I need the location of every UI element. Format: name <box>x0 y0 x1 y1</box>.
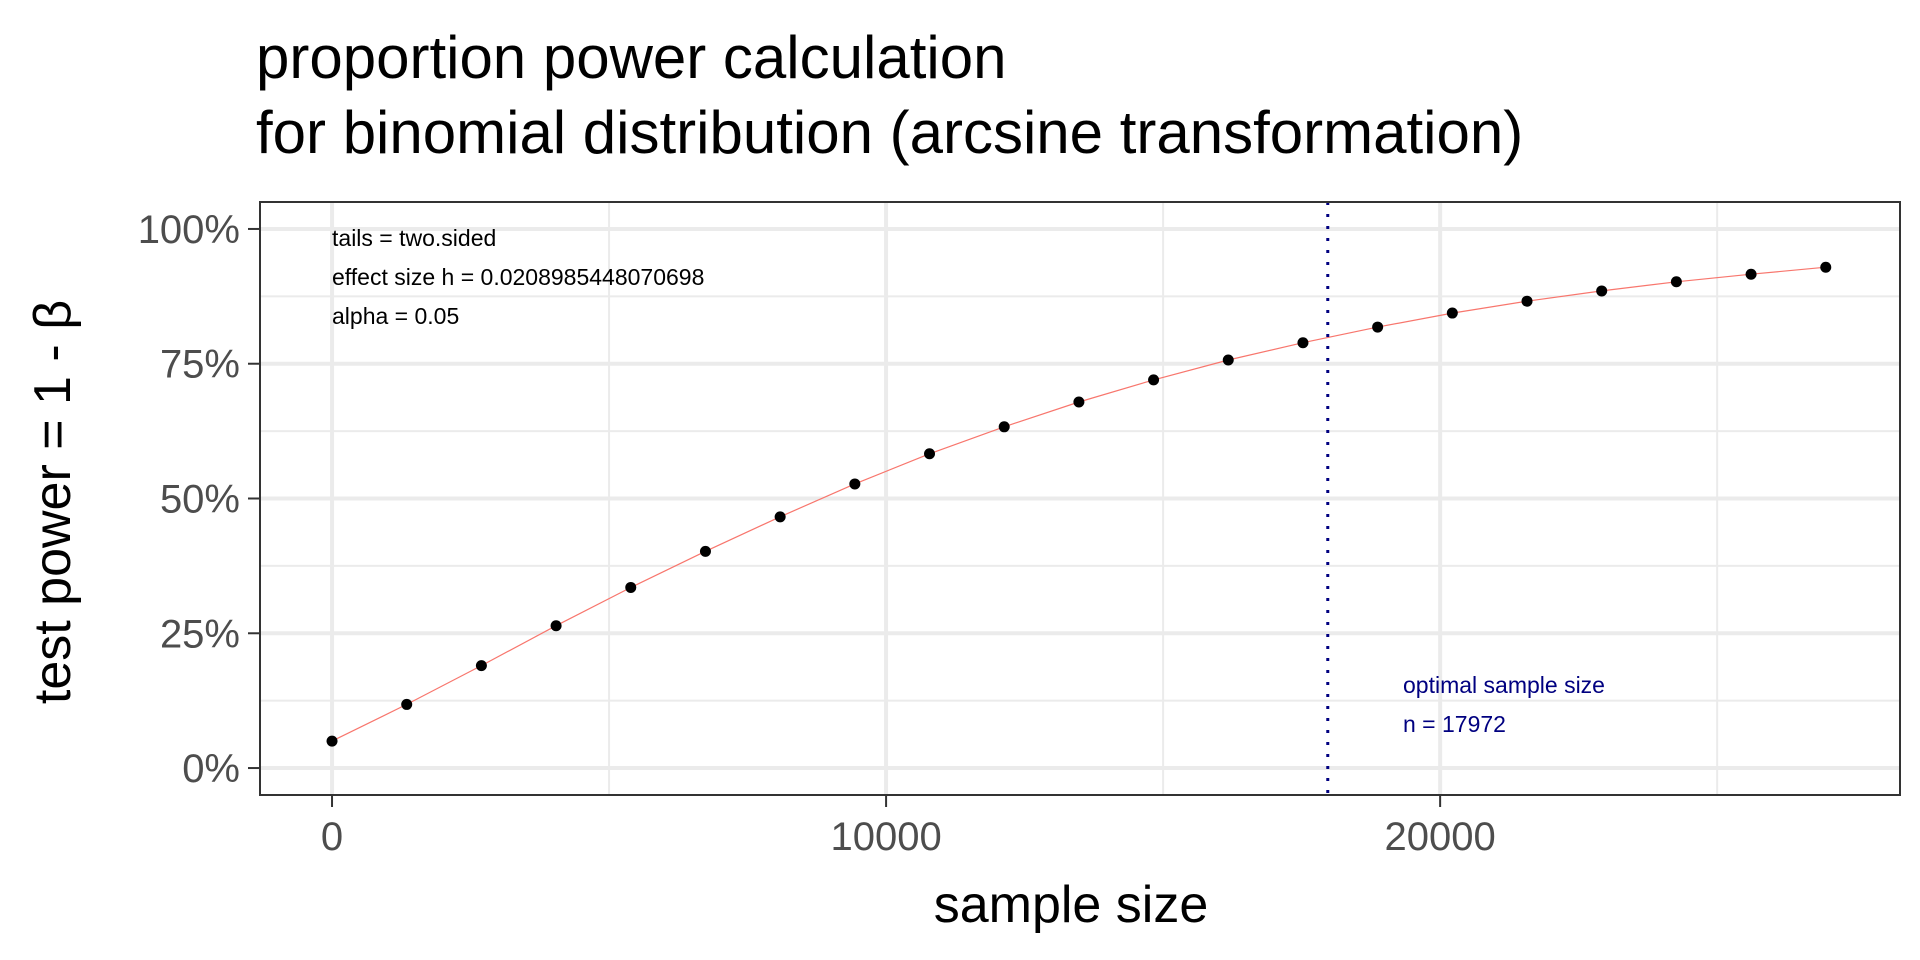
annotation-parameter-3: alpha = 0.05 <box>332 303 459 329</box>
y-tick-label: 75% <box>160 343 240 387</box>
data-point <box>774 511 786 523</box>
data-point <box>1372 321 1384 333</box>
data-point <box>1297 337 1309 349</box>
data-point <box>1446 307 1458 319</box>
data-point <box>475 660 487 672</box>
data-point <box>1745 268 1757 280</box>
data-point <box>1222 354 1234 366</box>
annotation-optimal-1: optimal sample size <box>1403 672 1605 698</box>
plot-area: tails = two.sided effect size h = 0.02089… <box>138 201 1901 859</box>
data-point <box>998 421 1010 433</box>
x-axis-title: sample size <box>934 876 1209 934</box>
data-point <box>1521 295 1533 307</box>
x-tick-label: 0 <box>321 815 343 859</box>
data-point <box>1073 396 1085 408</box>
data-point <box>699 545 711 557</box>
y-tick-label: 50% <box>160 478 240 522</box>
annotation-parameter-2: effect size h = 0.0208985448070698 <box>332 264 704 290</box>
x-tick-label: 20000 <box>1385 815 1496 859</box>
data-point <box>924 448 936 460</box>
y-tick-label: 0% <box>182 747 240 791</box>
x-tick-label: 10000 <box>830 815 941 859</box>
y-tick-label: 100% <box>138 208 240 252</box>
data-point <box>326 735 338 747</box>
chart-title-line-2: for binomial distribution (arcsine trans… <box>256 99 1523 166</box>
y-tick-label: 25% <box>160 612 240 656</box>
annotation-optimal-2: n = 17972 <box>1403 711 1506 737</box>
data-point <box>1670 276 1682 288</box>
chart-title-line-1: proportion power calculation <box>256 24 1006 91</box>
data-point <box>1148 374 1160 386</box>
data-point <box>550 620 562 632</box>
data-point <box>625 581 637 593</box>
data-point <box>1820 261 1832 273</box>
annotation-parameter-1: tails = two.sided <box>332 225 496 251</box>
data-point <box>401 698 413 710</box>
y-axis-title: test power = 1 - β <box>24 300 82 704</box>
data-point <box>1596 285 1608 297</box>
data-point <box>849 478 861 490</box>
